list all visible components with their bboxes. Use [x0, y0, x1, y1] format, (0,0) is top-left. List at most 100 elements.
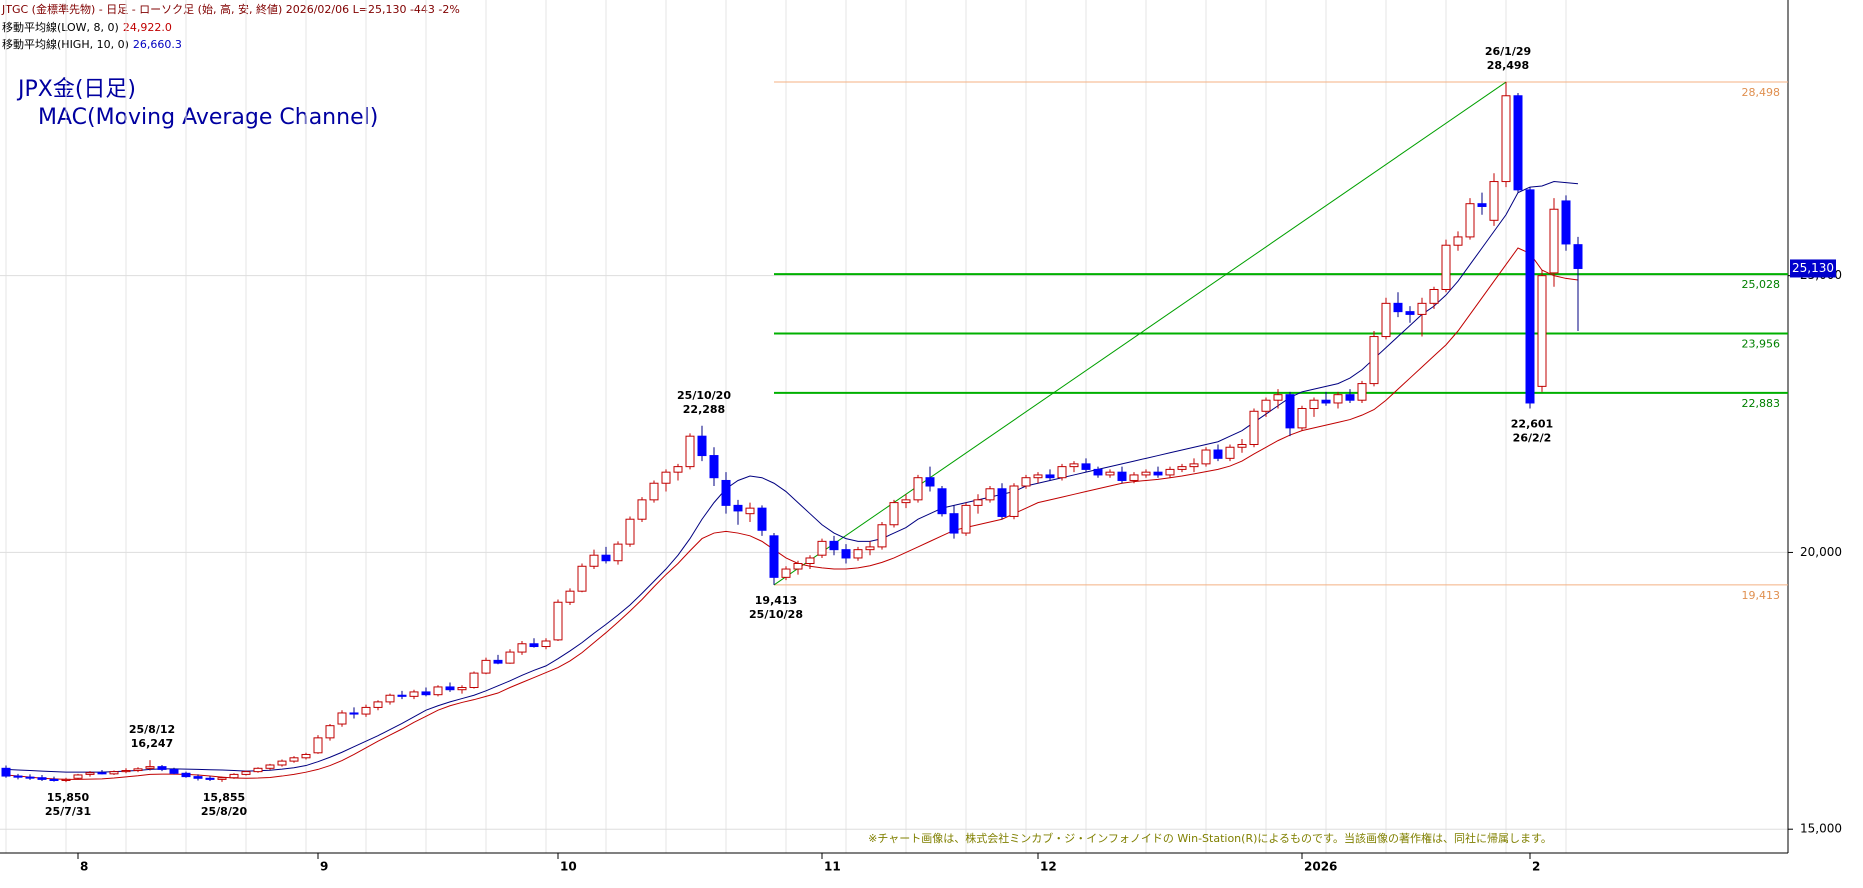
- candle-body: [1093, 468, 1103, 476]
- level-label: 25,028: [1742, 278, 1781, 291]
- candle-body: [109, 771, 119, 775]
- candle-body: [1081, 463, 1091, 470]
- candle-body: [565, 590, 575, 603]
- ma-line: [5, 247, 1579, 780]
- candle-body: [853, 549, 863, 559]
- candle-body: [1225, 446, 1235, 459]
- candle-body: [1513, 95, 1523, 191]
- candle-body: [193, 776, 203, 779]
- candle-body: [289, 757, 299, 762]
- annotation-value: 15,850: [47, 791, 90, 804]
- last-price-box: [1790, 259, 1836, 278]
- candle-body: [1309, 399, 1319, 410]
- candle-body: [1045, 474, 1055, 479]
- level-label: 19,413: [1742, 589, 1781, 602]
- chart-title: JPX金(日足): [16, 77, 136, 102]
- candle-body: [169, 768, 179, 774]
- candle-body: [1153, 471, 1163, 476]
- candle-body: [889, 502, 899, 526]
- candle-body: [241, 771, 251, 775]
- candle-body: [1501, 95, 1511, 183]
- annotation-date: 26/1/29: [1485, 45, 1531, 58]
- candle-body: [805, 557, 815, 565]
- candle-body: [1489, 181, 1499, 221]
- candle-body: [1321, 399, 1331, 404]
- candle-body: [1537, 275, 1547, 387]
- candle-body: [685, 435, 695, 468]
- candle-body: [1333, 394, 1343, 404]
- ma-line: [5, 181, 1579, 773]
- candle-body: [73, 774, 83, 779]
- candle-body: [145, 766, 155, 769]
- ma-legend: 移動平均線(HIGH, 10, 0) 26,660.3: [2, 37, 182, 51]
- legend-name: 移動平均線(LOW, 8, 0): [2, 20, 119, 34]
- trend-line: [773, 81, 1507, 586]
- candle-body: [841, 549, 851, 559]
- candle-body: [1057, 466, 1067, 479]
- candle-body: [949, 513, 959, 534]
- candle-body: [589, 554, 599, 567]
- candle-body: [205, 777, 215, 780]
- annotation-value: 22,288: [683, 403, 725, 416]
- candle-body: [1249, 410, 1259, 445]
- candle-body: [1477, 203, 1487, 207]
- candle-body: [673, 466, 683, 473]
- candle-body: [325, 725, 335, 739]
- candle-body: [301, 753, 311, 759]
- candle-body: [97, 772, 107, 775]
- candle-body: [697, 435, 707, 457]
- level-label: 28,498: [1742, 86, 1781, 99]
- candle-body: [229, 773, 239, 779]
- candle-body: [997, 488, 1007, 517]
- candle-body: [817, 540, 827, 556]
- candle-body: [709, 455, 719, 479]
- chart-subtitle: MAC(Moving Average Channel): [38, 105, 378, 130]
- candle-body: [1273, 394, 1283, 401]
- annotation-value: 15,855: [203, 791, 245, 804]
- candle-body: [217, 777, 227, 780]
- candle-body: [1261, 399, 1271, 412]
- annotation-value: 28,498: [1487, 59, 1529, 72]
- annotation-date: 25/10/28: [749, 608, 803, 621]
- candle-body: [181, 772, 191, 778]
- candle-body: [61, 778, 71, 781]
- candle-body: [1, 767, 11, 777]
- legend-name: 移動平均線(HIGH, 10, 0): [2, 37, 129, 51]
- x-tick-label: 9: [320, 860, 328, 874]
- candle-body: [1213, 449, 1223, 459]
- candle-body: [1165, 468, 1175, 476]
- candle-body: [721, 479, 731, 506]
- candle-body: [937, 488, 947, 515]
- candle-body: [313, 737, 323, 754]
- candle-body: [517, 643, 527, 653]
- candle-body: [925, 477, 935, 487]
- candle-body: [973, 499, 983, 506]
- candle-body: [733, 504, 743, 512]
- candle-body: [433, 686, 443, 696]
- candle-body: [601, 554, 611, 562]
- annotation-value: 19,413: [755, 594, 797, 607]
- candle-body: [385, 694, 395, 703]
- candle-body: [505, 651, 515, 664]
- candle-body: [1033, 474, 1043, 479]
- y-tick-label: 20,000: [1800, 545, 1842, 559]
- candle-body: [961, 504, 971, 534]
- candle-body: [157, 766, 167, 770]
- candle-body: [1561, 200, 1571, 245]
- x-tick-label: 11: [824, 860, 841, 874]
- legend-value: 24,922.0: [123, 21, 172, 34]
- candle-body: [529, 643, 539, 648]
- candle-body: [661, 471, 671, 484]
- candle-body: [1141, 471, 1151, 476]
- candle-body: [1117, 471, 1127, 481]
- candle-body: [649, 482, 659, 501]
- annotation-date: 25/8/12: [129, 723, 175, 736]
- candle-body: [781, 568, 791, 578]
- candle-body: [337, 712, 347, 725]
- candle-body: [1549, 208, 1559, 274]
- candle-body: [1525, 189, 1535, 404]
- candle-body: [1573, 244, 1583, 269]
- candle-body: [877, 524, 887, 548]
- candle-body: [769, 535, 779, 578]
- x-tick-label: 2026: [1304, 860, 1337, 874]
